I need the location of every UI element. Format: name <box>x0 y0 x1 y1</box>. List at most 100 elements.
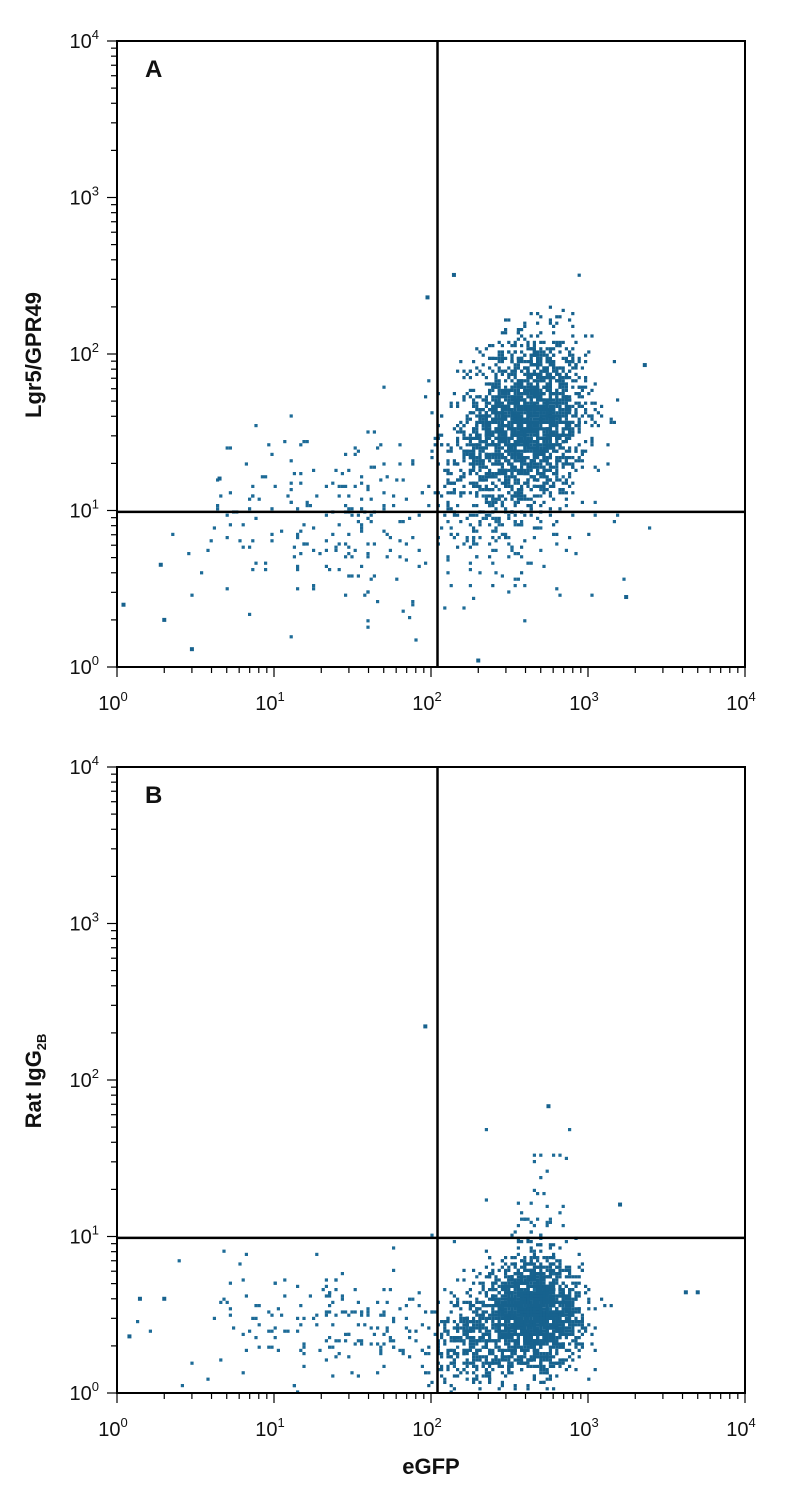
panel-a-event-dot <box>536 414 540 418</box>
panel-b-event-dot <box>219 1358 223 1362</box>
panel-a-event-dot <box>561 491 565 495</box>
panel-b-event-dot <box>254 1316 258 1320</box>
panel-a-event-dot <box>353 446 357 450</box>
panel-a-event-dot <box>526 443 530 447</box>
panel-b-event-dot <box>513 1345 517 1349</box>
panel-b-event-dot <box>552 1316 556 1320</box>
panel-a-event-dot <box>561 308 565 312</box>
panel-b-event-dot <box>529 1345 533 1349</box>
panel-b-event-dot <box>478 1355 482 1359</box>
panel-b-event-dot <box>385 1326 389 1330</box>
panel-b-event-dot <box>376 1342 380 1346</box>
panel-a-event-dot <box>545 408 549 412</box>
panel-a-event-dot <box>552 446 556 450</box>
panel-a-event-dot <box>555 344 559 348</box>
panel-a-event-dot <box>555 468 559 472</box>
panel-a-event-dot <box>532 344 536 348</box>
panel-a-event-dot <box>529 372 533 376</box>
panel-a-event-dot <box>446 459 450 463</box>
panel-a-event-dot <box>523 459 527 463</box>
panel-a-event-dot <box>430 456 434 460</box>
panel-b-event-dot <box>513 1230 517 1234</box>
panel-a-event-dot <box>366 555 370 559</box>
panel-b-event-dot <box>507 1291 511 1295</box>
panel-b-event-dot <box>568 1307 572 1311</box>
panel-b-event-dot <box>523 1265 527 1269</box>
panel-b-event-dot <box>462 1352 466 1356</box>
panel-a-event-dot <box>529 385 533 389</box>
panel-a-event-dot <box>580 395 584 399</box>
panel-b-event-dot <box>545 1297 549 1301</box>
panel-a-event-dot <box>411 603 415 607</box>
panel-a-event-dot <box>536 395 540 399</box>
panel-a-event-dot <box>532 424 536 428</box>
panel-b-event-dot <box>507 1332 511 1336</box>
panel-a-event-dot <box>475 484 479 488</box>
panel-a-event-dot <box>452 536 456 540</box>
panel-a-event-dot <box>516 379 520 383</box>
panel-b-event-dot <box>558 1310 562 1314</box>
panel-b-event-dot <box>507 1358 511 1362</box>
panel-a-event-dot <box>545 353 549 357</box>
panel-a-event-dot <box>484 417 488 421</box>
panel-a-event-dot <box>302 542 306 546</box>
panel-a-event-dot <box>388 548 392 552</box>
panel-b-event-dot <box>488 1304 492 1308</box>
panel-a-event-dot <box>516 500 520 504</box>
panel-a-event-dot <box>504 481 508 485</box>
panel-a-event-dot <box>488 504 492 508</box>
panel-b-event-dot <box>468 1329 472 1333</box>
panel-b-event-dot <box>504 1300 508 1304</box>
panel-b-event-dot <box>488 1377 492 1381</box>
panel-a-event-dot <box>571 456 575 460</box>
panel-a-event-dot <box>504 536 508 540</box>
panel-b-event-dot <box>283 1278 287 1282</box>
panel-a-event-dot <box>529 561 533 565</box>
panel-a-event-dot <box>513 427 517 431</box>
panel-b-event-dot <box>180 1384 184 1388</box>
panel-a-event-dot <box>600 404 604 408</box>
panel-b-event-dot <box>577 1342 581 1346</box>
panel-a-event-dot <box>520 408 524 412</box>
panel-b-event-dot <box>555 1320 559 1324</box>
panel-a-event-dot <box>542 392 546 396</box>
panel-b-event-dot <box>529 1304 533 1308</box>
panel-b-event-dot <box>520 1310 524 1314</box>
panel-b-event-dot <box>340 1294 344 1298</box>
panel-b-event-dot <box>513 1387 517 1391</box>
panel-b-event-dot <box>526 1281 530 1285</box>
panel-b-event-dot <box>548 1336 552 1340</box>
panel-b-event-dot <box>558 1361 562 1365</box>
panel-a-event-dot <box>536 440 540 444</box>
panel-a-outlier-dot <box>425 295 430 300</box>
panel-b-event-dot <box>500 1300 504 1304</box>
panel-a-event-dot <box>539 459 543 463</box>
panel-b-event-dot <box>296 1329 300 1333</box>
panel-a-event-dot <box>446 500 450 504</box>
panel-b-event-dot <box>548 1291 552 1295</box>
panel-a-event-dot <box>590 334 594 338</box>
x-tick-label: 101 <box>255 689 284 715</box>
panel-a-event-dot <box>468 395 472 399</box>
panel-a-event-dot <box>468 456 472 460</box>
panel-b-event-dot <box>545 1320 549 1324</box>
panel-a-event-dot <box>513 475 517 479</box>
panel-a-event-dot <box>296 532 300 536</box>
panel-a-event-dot <box>465 420 469 424</box>
panel-a-event-dot <box>523 321 527 325</box>
panel-a-event-dot <box>577 395 581 399</box>
panel-b-event-dot <box>504 1297 508 1301</box>
panel-b-event-dot <box>513 1329 517 1333</box>
panel-a-event-dot <box>526 481 530 485</box>
panel-a-event-dot <box>376 446 380 450</box>
panel-a-event-dot <box>209 539 213 543</box>
panel-a-event-dot <box>536 353 540 357</box>
panel-a-event-dot <box>497 440 501 444</box>
panel-a-event-dot <box>574 408 578 412</box>
panel-a-event-dot <box>548 350 552 354</box>
panel-a-event-dot <box>353 452 357 456</box>
panel-b-event-dot <box>504 1307 508 1311</box>
panel-a-event-dot <box>392 494 396 498</box>
panel-a-event-dot <box>516 337 520 341</box>
panel-a-event-dot <box>523 619 527 623</box>
